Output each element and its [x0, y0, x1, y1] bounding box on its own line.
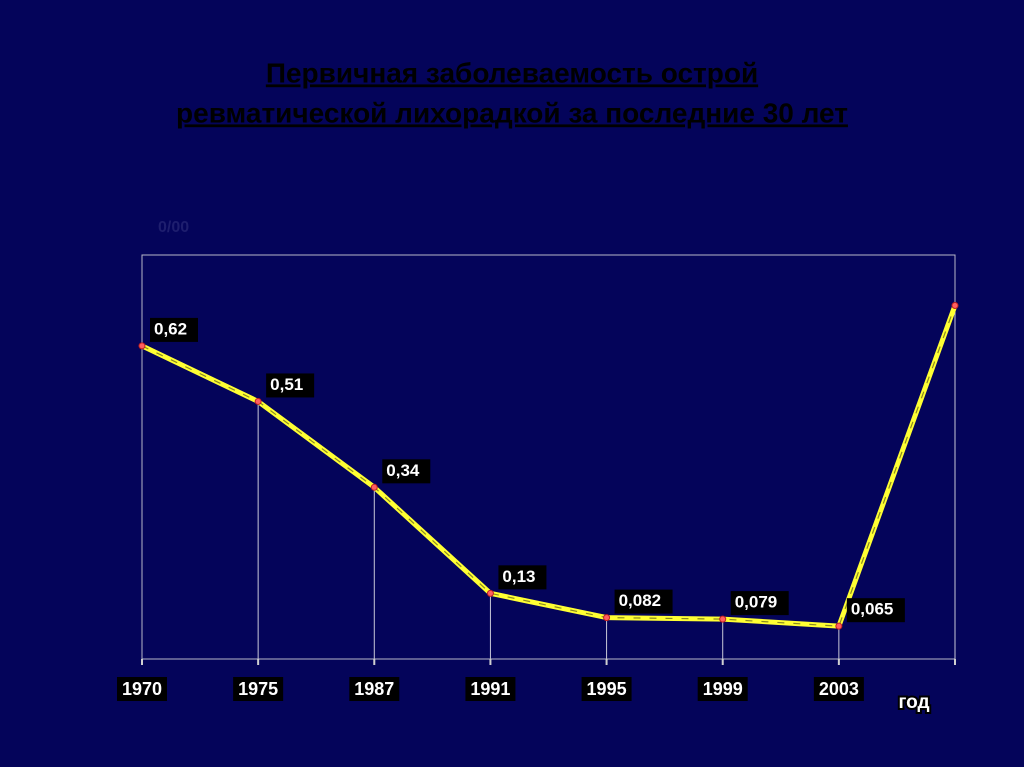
y-unit-label: 0/00 [158, 219, 189, 236]
data-label-box [382, 459, 431, 484]
point [835, 622, 843, 630]
data-label: 0,13 [502, 567, 535, 586]
data-label-box [266, 373, 315, 398]
data-label-box [846, 598, 905, 623]
x-tick-label-box [581, 677, 632, 701]
point [951, 302, 959, 309]
x-tick-label: 1987 [354, 679, 394, 699]
x-tick-label-box [349, 677, 400, 701]
data-label: 0,34 [386, 461, 420, 480]
chart-title: Первичная заболеваемость острой [266, 57, 758, 88]
x-tick-label: 2003 [819, 679, 859, 699]
x-tick-label-box [697, 677, 748, 701]
x-tick-label-box [465, 677, 516, 701]
x-tick-label: 1975 [238, 679, 278, 699]
point [719, 615, 727, 623]
data-label: 0,51 [270, 375, 303, 394]
x-tick-label: 1999 [703, 679, 743, 699]
chart-title: ревматической лихорадкой за последние 30… [176, 97, 848, 128]
x-tick-label: 1991 [470, 679, 510, 699]
data-label-box [150, 317, 198, 342]
data-label: 0,079 [735, 593, 778, 612]
x-tick-label-box [813, 677, 864, 701]
data-label-box [498, 565, 547, 590]
data-label-box [730, 591, 789, 616]
data-label: 0,082 [619, 591, 662, 610]
data-label: 0,065 [851, 600, 894, 619]
x-tick-label-box [117, 677, 167, 701]
point [254, 397, 262, 405]
x-tick-label: 1995 [587, 679, 627, 699]
x-tick-label-box [233, 677, 284, 701]
point [603, 614, 611, 622]
x-tick-label: 1970 [122, 679, 162, 699]
point [138, 342, 146, 350]
point [486, 589, 494, 597]
data-label-box [614, 589, 673, 614]
line-series [140, 304, 958, 629]
x-axis-label: год [898, 692, 929, 713]
data-label: 0,62 [154, 319, 187, 338]
point [370, 483, 378, 491]
